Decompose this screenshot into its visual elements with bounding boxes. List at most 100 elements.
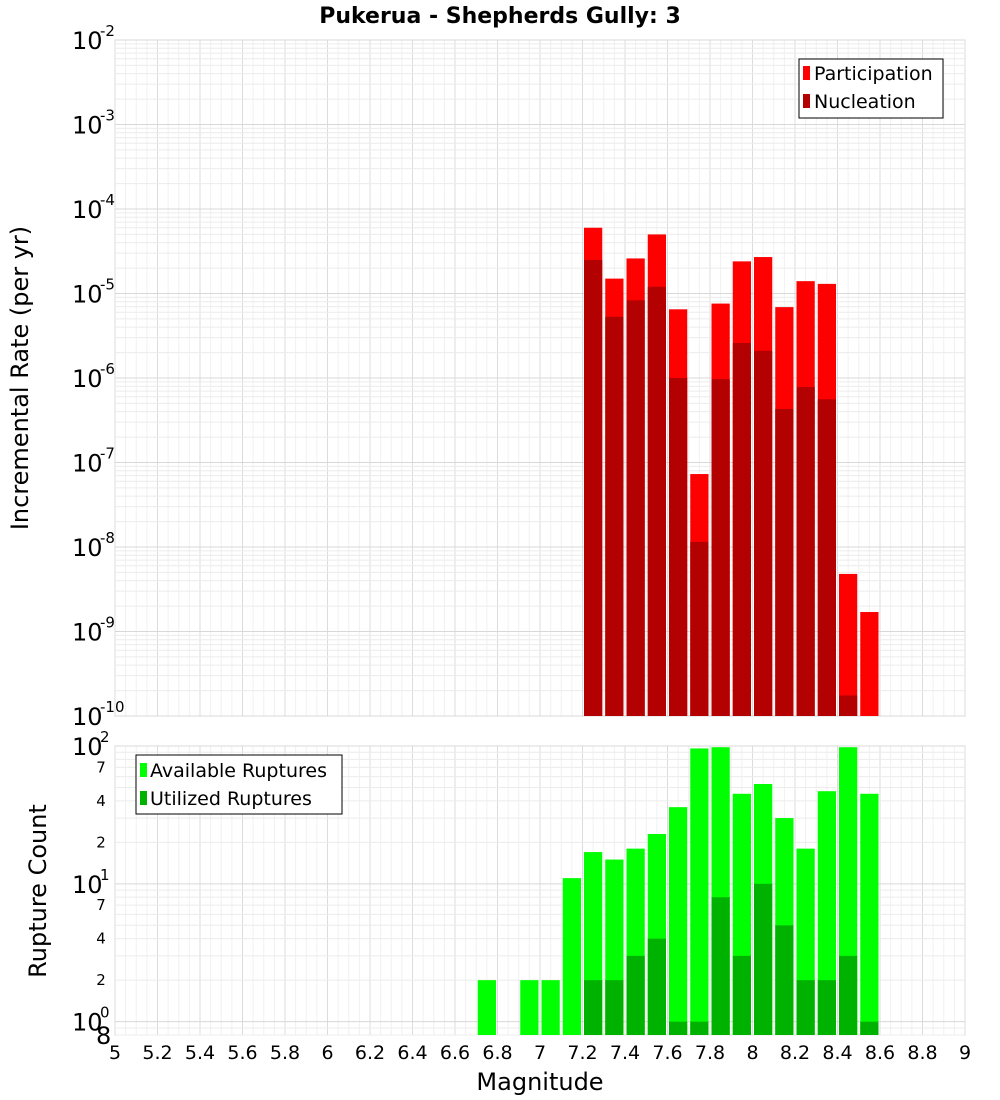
x-tick-7_4: 7.4 (610, 1042, 640, 1064)
top-legend-box (798, 58, 944, 119)
bottom-bar-available-ruptures-8_35 (817, 791, 836, 1035)
top-bar-nucleation-7_35 (605, 316, 624, 716)
x-tick-5_4: 5.4 (185, 1042, 215, 1064)
x-tick-5: 5 (109, 1042, 121, 1064)
top-ytick-m9: 10 (72, 619, 103, 647)
top-bar-nucleation-7_85 (711, 379, 730, 716)
bottom-bar-utilized-ruptures-7_35 (605, 980, 624, 1035)
legend-label-participation: Participation (814, 63, 933, 85)
bottom-bars (477, 747, 879, 1035)
top-bar-nucleation-7_45 (626, 300, 645, 716)
bottom-ytick-minor-3: 2 (96, 833, 106, 851)
x-tick-8_2: 8.2 (780, 1042, 810, 1064)
bottom-ytick-2: 10 (72, 733, 103, 761)
top-bar-nucleation-8_45 (839, 695, 858, 716)
legend-label-nucleation: Nucleation (814, 91, 916, 113)
legend-swatch-nucleation (803, 94, 810, 108)
x-tick-6_6: 6.6 (440, 1042, 470, 1064)
x-tick-6_4: 6.4 (397, 1042, 427, 1064)
top-bar-nucleation-8_25 (796, 387, 815, 716)
legend-label-utilized: Utilized Ruptures (150, 788, 312, 810)
bottom-bar-utilized-ruptures-7_45 (626, 955, 645, 1035)
top-ytick-exp-m10: -10 (100, 698, 125, 716)
x-tick-8: 8 (746, 1042, 758, 1064)
bottom-ytick-0: 10 (72, 1009, 103, 1037)
bottom-bar-available-ruptures-8_55 (860, 793, 879, 1035)
bottom-legend: Available Ruptures Utilized Ruptures (135, 754, 343, 815)
top-ytick-m8: 10 (72, 534, 103, 562)
top-ytick-m3: 10 (72, 112, 103, 140)
bottom-bar-available-ruptures-6_95 (520, 980, 539, 1035)
legend-swatch-utilized (140, 791, 147, 805)
top-ytick-m6: 10 (72, 365, 103, 393)
top-bar-nucleation-8_35 (817, 399, 836, 716)
bottom-bar-available-ruptures-7_15 (562, 878, 581, 1035)
top-bar-nucleation-7_55 (647, 286, 666, 716)
bottom-bar-available-ruptures-7_75 (690, 748, 709, 1035)
bottom-bar-utilized-ruptures-8_45 (839, 955, 858, 1035)
top-bar-participation-8_45 (839, 573, 858, 716)
top-ytick-exp-m5: -5 (100, 276, 115, 294)
bottom-ytick-exp-0: 0 (100, 1004, 110, 1022)
top-ytick-exp-m7: -7 (100, 445, 115, 463)
x-tick-7_8: 7.8 (695, 1042, 725, 1064)
bottom-ytick-minor-0: 2 (96, 971, 106, 989)
x-tick-labels: 5 5.2 5.4 5.6 5.8 6 6.2 6.4 6.6 6.8 7 7.2 7.4 7.6 7.8 8… (109, 1042, 971, 1064)
top-ytick-exp-m4: -4 (100, 191, 115, 209)
x-tick-7_2: 7.2 (567, 1042, 597, 1064)
bottom-bar-utilized-ruptures-8_55 (860, 1021, 879, 1035)
x-tick-5_2: 5.2 (142, 1042, 172, 1064)
top-ytick-m4: 10 (72, 196, 103, 224)
bottom-ytick-lower: 8 (96, 1022, 111, 1050)
top-ytick-exp-m2: -2 (100, 22, 115, 40)
top-bar-nucleation-7_75 (690, 541, 709, 716)
x-axis-label: Magnitude (476, 1068, 603, 1096)
top-bar-participation-8_55 (860, 612, 879, 716)
x-tick-6_8: 6.8 (482, 1042, 512, 1064)
bottom-ytick-minor-1: 4 (96, 930, 106, 948)
bottom-ytick-minor-2: 7 (96, 896, 106, 914)
chart-title: Pukerua - Shepherds Gully: 3 (319, 4, 681, 29)
x-tick-7_6: 7.6 (652, 1042, 682, 1064)
top-bar-nucleation-7_25 (584, 259, 603, 716)
legend-swatch-participation (803, 66, 810, 80)
bottom-bar-utilized-ruptures-8_35 (817, 980, 836, 1035)
x-tick-8_6: 8.6 (865, 1042, 895, 1064)
top-ytick-exp-m8: -8 (100, 529, 115, 547)
top-bar-nucleation-7_95 (732, 342, 751, 716)
top-bars (584, 227, 879, 717)
bottom-ytick-minor-4: 4 (96, 792, 106, 810)
top-ytick-m5: 10 (72, 281, 103, 309)
x-tick-6: 6 (321, 1042, 333, 1064)
x-tick-9: 9 (959, 1042, 971, 1064)
bottom-bar-utilized-ruptures-8_05 (754, 883, 773, 1035)
top-bar-nucleation-7_65 (669, 378, 688, 716)
top-bar-nucleation-8_15 (775, 408, 794, 716)
top-gridlines (114, 39, 966, 717)
legend-label-available: Available Ruptures (150, 760, 327, 782)
x-tick-8_8: 8.8 (907, 1042, 937, 1064)
x-tick-8_4: 8.4 (822, 1042, 852, 1064)
x-tick-6_2: 6.2 (355, 1042, 385, 1064)
bottom-ytick-exp-2: 2 (100, 728, 110, 746)
bottom-bar-utilized-ruptures-7_55 (647, 938, 666, 1035)
bottom-bar-utilized-ruptures-7_65 (669, 1021, 688, 1035)
top-y-axis-label: Incremental Rate (per yr) (6, 226, 34, 530)
bottom-ytick-exp-1: 1 (100, 866, 110, 884)
top-ytick-m7: 10 (72, 450, 103, 478)
bottom-bar-utilized-ruptures-7_75 (690, 1021, 709, 1035)
bottom-bar-utilized-ruptures-8_25 (796, 980, 815, 1035)
bottom-ytick-1: 10 (72, 871, 103, 899)
top-bar-nucleation-8_05 (754, 350, 773, 716)
bottom-bar-available-ruptures-7_65 (669, 807, 688, 1035)
bottom-bar-utilized-ruptures-7_85 (711, 897, 730, 1035)
x-tick-5_6: 5.6 (227, 1042, 257, 1064)
top-ytick-exp-m6: -6 (100, 360, 115, 378)
top-legend: Participation Nucleation (798, 58, 944, 119)
